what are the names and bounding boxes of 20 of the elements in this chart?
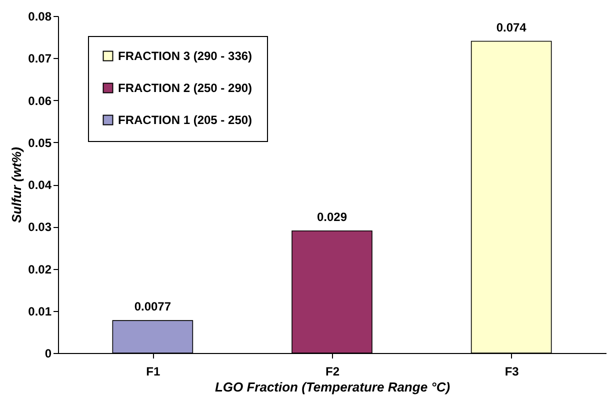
legend-label: FRACTION 2 (250 - 290) bbox=[118, 81, 252, 95]
y-tick-label: 0.02 bbox=[28, 262, 52, 276]
y-axis-title: Sulfur (wt%) bbox=[9, 147, 24, 223]
y-tick-label: 0 bbox=[44, 346, 52, 360]
y-tick-label: 0.06 bbox=[28, 94, 52, 108]
data-label: 0.029 bbox=[316, 210, 348, 224]
x-tick-label: F1 bbox=[146, 364, 160, 378]
y-tick-label: 0.04 bbox=[28, 178, 52, 192]
x-tick-label: F3 bbox=[504, 364, 520, 378]
x-tick-label: F2 bbox=[325, 364, 340, 378]
x-axis-title: LGO Fraction (Temperature Range °C) bbox=[214, 380, 450, 394]
y-tick-label: 0.03 bbox=[28, 220, 52, 234]
y-tick-label: 0.08 bbox=[28, 10, 52, 24]
data-label: 0.074 bbox=[496, 20, 527, 34]
data-label: 0.0077 bbox=[134, 300, 172, 314]
y-tick-label: 0.05 bbox=[28, 136, 52, 150]
legend-label: FRACTION 1 (205 - 250) bbox=[118, 113, 252, 127]
legend-label: FRACTION 3 (290 - 336) bbox=[118, 49, 252, 63]
y-tick-label: 0.01 bbox=[28, 304, 52, 318]
y-tick-label: 0.07 bbox=[28, 52, 52, 66]
